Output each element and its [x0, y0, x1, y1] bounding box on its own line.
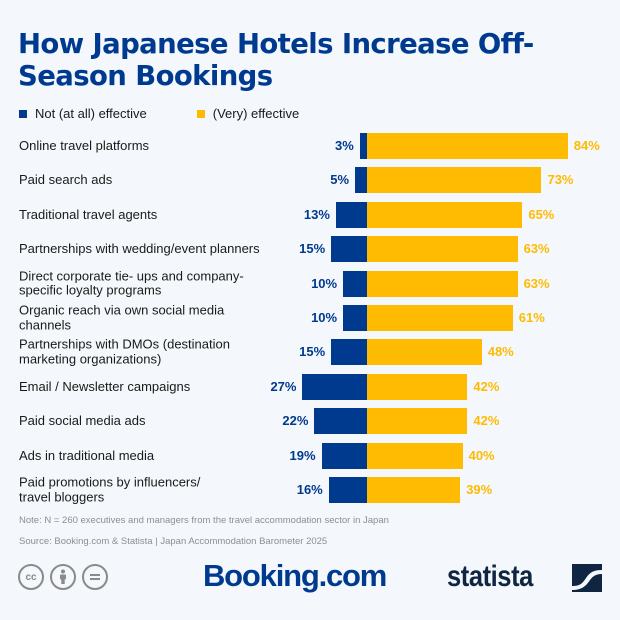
legend-item-effective: (Very) effective	[196, 106, 300, 121]
bar-effective	[367, 373, 468, 400]
value-not-effective: 3%	[335, 138, 354, 153]
value-effective: 61%	[518, 310, 545, 325]
chart-note: Note: N = 260 executives and managers fr…	[19, 515, 389, 526]
chart-row: Partnerships with DMOs (destination mark…	[0, 336, 620, 367]
value-not-effective: 15%	[299, 241, 326, 257]
row-label: Partnerships with wedding/event planners	[19, 240, 260, 256]
chart-title: How Japanese Hotels Increase Off-Season …	[18, 28, 534, 92]
bar-not-effective	[328, 477, 367, 503]
bar-not-effective	[343, 305, 367, 331]
bar-not-effective	[302, 373, 367, 400]
bar-not-effective	[321, 442, 367, 469]
value-not-effective: 15%	[299, 344, 326, 360]
bar-effective	[367, 236, 518, 263]
value-not-effective: 19%	[289, 447, 316, 463]
value-effective: 48%	[487, 344, 514, 360]
bar-not-effective	[314, 408, 367, 435]
value-effective: 84%	[573, 138, 600, 153]
row-label: Online travel platforms	[19, 137, 150, 153]
legend: Not (at all) effective (Very) effective	[19, 106, 299, 121]
chart-row: Ads in traditional media 19% 40%	[0, 442, 620, 469]
chart-row: Paid social media ads 22% 42%	[0, 408, 620, 435]
chart-row: Direct corporate tie- ups and company-sp…	[0, 268, 620, 298]
chart-row: Organic reach via own social media chann…	[0, 302, 620, 332]
bar-effective	[367, 477, 461, 503]
bar-effective	[367, 442, 463, 469]
legend-label-effective: (Very) effective	[212, 106, 300, 121]
bar-effective	[367, 339, 482, 366]
by-attribution-icon	[50, 564, 76, 590]
value-effective: 40%	[468, 447, 495, 463]
legend-item-not-effective: Not (at all) effective	[19, 106, 147, 121]
cc-icon: cc	[18, 564, 44, 590]
value-effective: 42%	[473, 378, 500, 394]
value-not-effective: 10%	[311, 310, 338, 325]
legend-swatch-effective	[196, 109, 205, 118]
chart-row: Partnerships with wedding/event planners…	[0, 236, 620, 263]
bar-not-effective	[359, 133, 367, 159]
row-label: Email / Newsletter campaigns	[19, 378, 191, 394]
no-derivatives-icon	[82, 564, 108, 590]
row-label: Paid search ads	[19, 172, 113, 188]
bar-effective	[367, 408, 468, 435]
value-effective: 65%	[528, 206, 555, 222]
chart-row: Email / Newsletter campaigns 27% 42%	[0, 373, 620, 400]
row-label: Paid promotions by influencers/ travel b…	[19, 474, 201, 504]
value-effective: 39%	[466, 482, 493, 497]
statista-mark-icon	[572, 564, 602, 592]
value-effective: 73%	[547, 172, 574, 188]
value-not-effective: 22%	[282, 413, 309, 429]
bar-not-effective	[343, 270, 367, 297]
value-not-effective: 5%	[330, 172, 350, 188]
row-label: Organic reach via own social media chann…	[19, 302, 225, 332]
legend-label-not-effective: Not (at all) effective	[35, 106, 147, 121]
bar-effective	[367, 133, 568, 159]
value-effective: 42%	[473, 413, 500, 429]
value-effective: 63%	[523, 241, 550, 257]
bar-not-effective	[331, 236, 367, 263]
chart-row: Paid search ads 5% 73%	[0, 167, 620, 194]
value-not-effective: 27%	[270, 378, 297, 394]
bar-effective	[367, 167, 542, 194]
row-label: Direct corporate tie- ups and company-sp…	[19, 268, 244, 298]
bar-effective	[367, 270, 518, 297]
value-not-effective: 16%	[296, 482, 323, 497]
creative-commons-badges: cc	[18, 564, 114, 590]
value-effective: 63%	[523, 275, 550, 291]
bar-not-effective	[335, 201, 367, 228]
bar-not-effective	[355, 167, 367, 194]
chart-source: Source: Booking.com & Statista | Japan A…	[19, 536, 328, 547]
chart-row: Traditional travel agents 13% 65%	[0, 201, 620, 228]
booking-logo: Booking.com	[203, 558, 387, 593]
bar-effective	[367, 305, 513, 331]
statista-logo: statista	[447, 560, 533, 593]
bar-not-effective	[331, 339, 367, 366]
bar-effective	[367, 201, 523, 228]
row-label: Ads in traditional media	[19, 447, 155, 463]
row-label: Paid social media ads	[19, 412, 146, 428]
value-not-effective: 10%	[311, 275, 338, 291]
value-not-effective: 13%	[303, 206, 330, 222]
chart-row: Paid promotions by influencers/ travel b…	[0, 474, 620, 504]
chart-row: Online travel platforms 3% 84%	[0, 133, 620, 159]
row-label: Partnerships with DMOs (destination mark…	[19, 336, 230, 367]
row-label: Traditional travel agents	[19, 206, 158, 222]
legend-swatch-not-effective	[19, 109, 27, 118]
